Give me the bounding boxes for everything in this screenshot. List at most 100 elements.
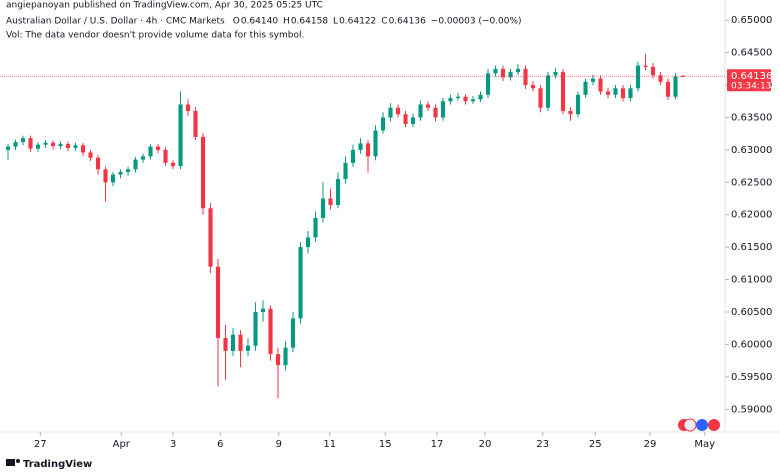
x-tick-label: 27	[34, 439, 47, 450]
candle-body	[455, 96, 461, 99]
candle-body	[80, 145, 86, 153]
ohlc-key: L	[333, 17, 338, 27]
candle-body	[380, 117, 386, 131]
candle-body	[335, 179, 341, 206]
y-tick-label: 0.59000	[731, 404, 772, 415]
candle-body	[508, 72, 513, 78]
candle-body	[193, 110, 198, 137]
candle-body	[290, 318, 296, 348]
candle-body	[568, 110, 573, 115]
countdown: 03:34:13	[731, 82, 771, 92]
candle-body	[553, 72, 558, 76]
candle-body	[50, 142, 56, 146]
candle-body	[343, 162, 348, 180]
y-tick-label: 0.63500	[731, 112, 772, 123]
candle-body	[643, 65, 648, 67]
candle-body	[425, 104, 431, 108]
candle-body	[253, 311, 258, 346]
candle-body	[328, 198, 333, 206]
candle-body	[155, 146, 161, 150]
candle-body	[298, 247, 303, 319]
y-tick-label: 0.63000	[731, 145, 772, 156]
candle-body	[178, 104, 183, 167]
candle-body	[238, 334, 243, 351]
candle-body	[515, 68, 521, 73]
candle-body	[680, 75, 686, 77]
candle-body	[170, 162, 176, 167]
candle-body	[313, 217, 318, 238]
candle-body	[20, 138, 26, 143]
candle-body	[163, 149, 168, 163]
candle-body	[65, 144, 71, 148]
candle-body	[118, 171, 123, 175]
candle-body	[230, 334, 236, 351]
candle-body	[403, 114, 408, 124]
candle-body	[358, 143, 363, 150]
candle-body	[5, 146, 11, 150]
candle-body	[440, 101, 446, 118]
candle-body	[658, 75, 663, 82]
candle-body	[283, 347, 288, 366]
candle-body	[88, 152, 93, 158]
candle-body	[628, 88, 633, 99]
candle-body	[650, 66, 656, 76]
candle-body	[448, 98, 453, 102]
candle-body	[73, 145, 78, 148]
candle-body	[103, 169, 108, 183]
candle-body	[320, 198, 326, 218]
logo-mark	[16, 459, 20, 463]
candle-body	[365, 143, 371, 157]
y-tick-label: 0.61500	[731, 242, 772, 253]
y-tick-label: 0.62000	[731, 210, 772, 221]
candle-body	[620, 88, 626, 99]
candle-body	[530, 85, 536, 89]
candle-body	[28, 138, 33, 149]
candle-body	[215, 266, 221, 338]
x-tick-label: 9	[276, 439, 282, 450]
event-icons	[678, 418, 720, 432]
candle-body	[350, 149, 356, 163]
x-tick-label: 23	[536, 439, 549, 450]
candle-body	[590, 78, 596, 82]
candle-body	[463, 96, 468, 102]
candle-body	[395, 107, 401, 115]
volume-note: Vol: The data vendor doesn't provide vol…	[6, 31, 304, 41]
candle-body	[13, 142, 18, 147]
last-price-box	[727, 69, 771, 92]
ohlc-key: C	[381, 17, 387, 27]
candle-body	[268, 308, 273, 355]
brand-logo: TradingView	[6, 459, 92, 470]
candle-body	[673, 76, 678, 97]
candle-body	[545, 75, 551, 108]
candle-body	[373, 130, 378, 157]
candle-body	[305, 237, 311, 248]
x-tick-label: 15	[379, 439, 392, 450]
ohlc-value: 0.64122	[339, 17, 376, 27]
x-tick-label: 20	[479, 439, 492, 450]
candle-body	[35, 144, 41, 149]
candle-body	[148, 146, 153, 157]
x-tick-label: 17	[431, 439, 444, 450]
y-tick-label: 0.59500	[731, 372, 772, 383]
publisher: angiepanoyan published on TradingView.co…	[6, 1, 323, 11]
change: −0.00003 (−0.00%)	[431, 17, 522, 27]
candle-body	[223, 337, 228, 351]
candle-body	[523, 68, 528, 86]
y-tick-label: 0.65000	[731, 15, 772, 26]
y-tick-label: 0.62500	[731, 177, 772, 188]
x-tick-label: May	[694, 439, 715, 450]
candle-body	[583, 81, 588, 95]
candle-body	[665, 81, 671, 97]
plot-area	[5, 53, 686, 399]
x-tick-label: Apr	[113, 439, 131, 450]
candle-body	[185, 104, 191, 111]
ohlc-key: O	[233, 17, 240, 27]
event-icon	[708, 419, 720, 431]
last-price-label: 0.64136	[731, 71, 772, 82]
candle-body	[245, 345, 251, 351]
x-tick-label: 25	[589, 439, 602, 450]
logo-mark	[6, 459, 15, 466]
ohlc-value: 0.64136	[389, 17, 426, 27]
x-tick-label: 29	[644, 439, 657, 450]
